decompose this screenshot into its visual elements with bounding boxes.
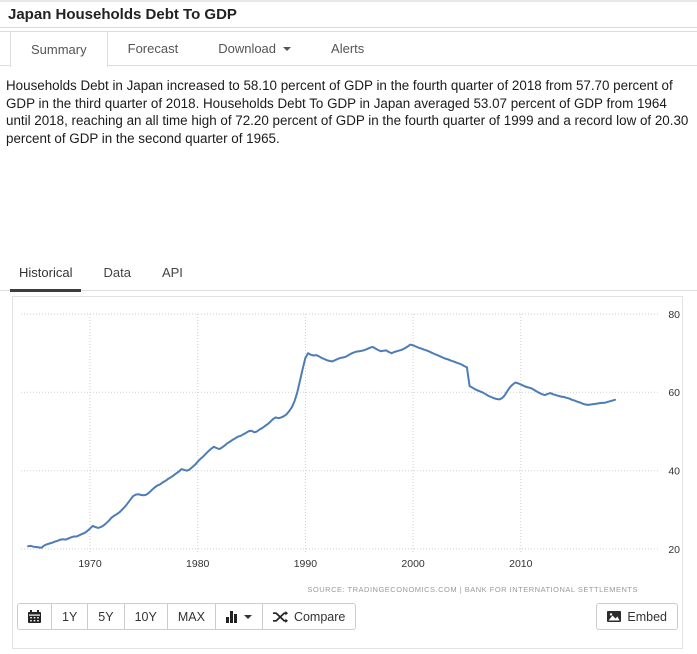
tab-alerts[interactable]: Alerts <box>311 32 384 65</box>
tab-api[interactable]: API <box>161 265 183 280</box>
summary-paragraph: Households Debt in Japan increased to 58… <box>6 78 689 146</box>
tab-alerts-label: Alerts <box>331 41 365 56</box>
y-tick-label: 20 <box>668 544 680 556</box>
x-tick-label: 2000 <box>401 558 425 570</box>
x-tick-label: 1980 <box>186 558 210 570</box>
x-tick-label: 1990 <box>294 558 318 570</box>
tab-forecast-label: Forecast <box>127 41 179 56</box>
page-title: Japan Households Debt To GDP <box>8 6 237 23</box>
tab-summary[interactable]: Summary <box>10 32 108 67</box>
range-5y-button[interactable]: 5Y <box>87 603 125 630</box>
calendar-icon <box>28 610 41 623</box>
tab-data[interactable]: Data <box>103 265 131 280</box>
picture-icon <box>607 611 622 622</box>
chart-range-button-group: 1Y 5Y 10Y MAX <box>17 603 357 630</box>
y-tick-label: 80 <box>668 309 680 321</box>
x-tick-label: 2010 <box>509 558 533 570</box>
page-header: Japan Households Debt To GDP <box>0 2 697 28</box>
range-10y-button[interactable]: 10Y <box>123 603 168 630</box>
embed-button[interactable]: Embed <box>596 603 678 630</box>
chart-panel: 20 40 60 80 1970 1980 1990 2000 2010 SOURCE: TRA… <box>12 296 683 649</box>
tab-download-label: Download <box>218 41 277 56</box>
chart-type-button[interactable] <box>214 603 263 630</box>
caret-down-icon <box>283 46 292 51</box>
tab-download[interactable]: Download <box>198 32 311 65</box>
shuffle-icon <box>272 610 288 623</box>
series-line <box>27 343 616 549</box>
y-tick-label: 60 <box>668 387 680 399</box>
tab-historical[interactable]: Historical <box>10 259 82 292</box>
tab-summary-label: Summary <box>31 42 87 57</box>
x-tick-label: 1970 <box>78 558 102 570</box>
range-max-button[interactable]: MAX <box>166 603 216 630</box>
embed-button-label: Embed <box>627 609 667 624</box>
compare-button-label: Compare <box>293 609 346 624</box>
tab-forecast[interactable]: Forecast <box>108 32 199 65</box>
y-tick-label: 40 <box>668 466 680 478</box>
main-tab-bar: Summary Forecast Download Alerts <box>0 31 697 67</box>
window-top-edge <box>0 0 697 2</box>
calendar-button[interactable] <box>17 603 52 630</box>
range-1y-button[interactable]: 1Y <box>51 603 89 630</box>
chart-source-attribution: SOURCE: TRADINGECONOMICS.COM | BANK FOR … <box>307 585 638 594</box>
bar-chart-icon <box>225 610 238 623</box>
chart-tab-bar: Historical Data API <box>0 259 697 292</box>
chart-toolbar: 1Y 5Y 10Y MAX <box>17 603 678 630</box>
chart-plot[interactable]: 20 40 60 80 1970 1980 1990 2000 2010 <box>13 297 682 577</box>
caret-down-icon <box>243 614 252 619</box>
compare-button[interactable]: Compare <box>261 603 357 630</box>
